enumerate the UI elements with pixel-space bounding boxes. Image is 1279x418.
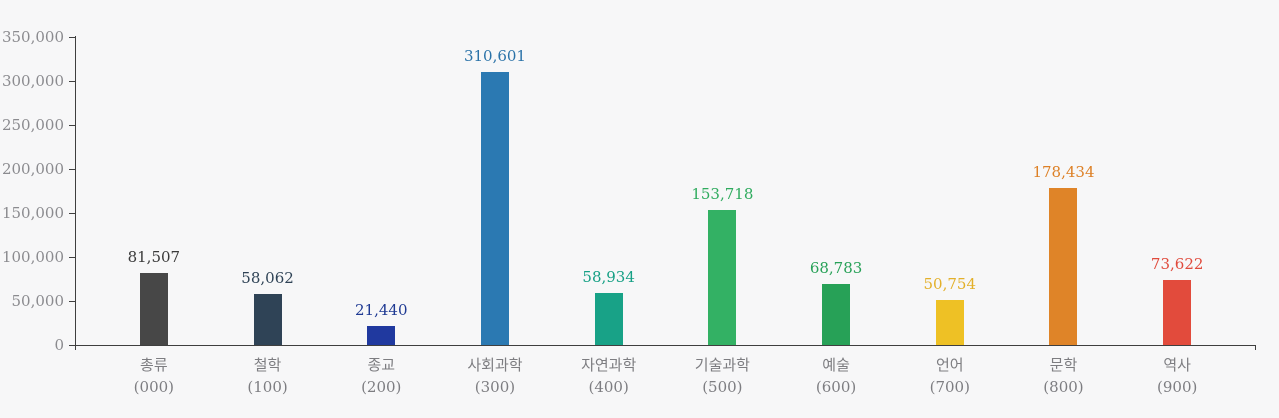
- category-name: 언어: [935, 356, 964, 374]
- y-axis-tick: [69, 256, 75, 258]
- y-axis-tick-label: 300,000: [1, 72, 64, 90]
- bar: [480, 72, 509, 345]
- category-label: 자연과학 (400): [552, 354, 666, 398]
- y-axis-tick: [69, 344, 75, 346]
- y-axis-tick: [69, 36, 75, 38]
- category-label: 예술 (600): [779, 354, 893, 398]
- y-axis-tick: [69, 212, 75, 214]
- category-code: (400): [588, 378, 629, 396]
- bar-slot: 50,754: [893, 275, 1007, 345]
- bar: [1049, 188, 1078, 345]
- bar-value-label: 58,062: [241, 269, 294, 287]
- y-axis-tick-label: 200,000: [1, 160, 64, 178]
- bar-value-label: 153,718: [691, 185, 754, 203]
- bar-value-label: 178,434: [1032, 163, 1095, 181]
- category-name: 문학: [1049, 356, 1078, 374]
- category-name: 예술: [822, 356, 850, 374]
- category-label: 기술과학 (500): [666, 354, 780, 398]
- bar: [708, 210, 737, 345]
- bar-value-label: 310,601: [463, 47, 526, 65]
- bar: [253, 294, 282, 345]
- category-labels-row: 총류 (000) 철학 (100) 종교 (200) 사회과학 (300) 자연…: [75, 354, 1256, 398]
- category-label: 철학 (100): [211, 354, 325, 398]
- category-label: 언어 (700): [893, 354, 1007, 398]
- category-label: 문학 (800): [1007, 354, 1121, 398]
- bar: [935, 300, 964, 345]
- bar-value-label: 81,507: [127, 248, 181, 266]
- y-axis-tick-label: 350,000: [1, 28, 64, 46]
- category-label: 종교 (200): [324, 354, 438, 398]
- y-axis-tick-label: 150,000: [1, 204, 64, 222]
- y-axis-tick-label: 50,000: [11, 292, 65, 310]
- y-axis-tick: [69, 80, 75, 82]
- category-name: 종교: [367, 356, 396, 374]
- category-label: 역사 (900): [1120, 354, 1234, 398]
- bar-value-label: 58,934: [582, 268, 635, 286]
- category-code: (100): [247, 378, 288, 396]
- category-code: (200): [361, 378, 402, 396]
- y-axis-tick-label: 0: [54, 336, 64, 354]
- bar-slot: 178,434: [1007, 163, 1121, 345]
- bar-slot: 73,622: [1120, 255, 1234, 345]
- x-axis-line: [75, 345, 1256, 346]
- y-axis-tick: [69, 168, 75, 170]
- y-axis-tick: [69, 300, 75, 302]
- bar-value-label: 73,622: [1150, 255, 1204, 273]
- category-code: (700): [929, 378, 970, 396]
- category-code: (600): [815, 378, 857, 396]
- bar-value-label: 21,440: [355, 301, 408, 319]
- bar-slot: 81,507: [97, 248, 211, 345]
- category-name: 역사: [1163, 356, 1191, 374]
- category-code: (300): [474, 378, 516, 396]
- y-axis-tick-label: 100,000: [1, 248, 64, 266]
- bar: [139, 273, 168, 345]
- category-label: 사회과학 (300): [438, 354, 552, 398]
- bar-value-label: 68,783: [809, 259, 863, 277]
- category-name: 기술과학: [694, 356, 750, 374]
- y-axis-tick: [69, 124, 75, 126]
- y-axis-line: [75, 36, 76, 350]
- category-name: 자연과학: [581, 356, 637, 374]
- category-code: (000): [133, 378, 175, 396]
- bar-slot: 310,601: [438, 47, 552, 345]
- bar-slot: 153,718: [666, 185, 780, 345]
- bar-slot: 58,062: [211, 269, 325, 345]
- bar-slot: 21,440: [324, 301, 438, 345]
- bar-value-label: 50,754: [923, 275, 977, 293]
- category-code: (500): [702, 378, 743, 396]
- bar-slot: 58,934: [552, 268, 666, 345]
- category-code: (900): [1157, 378, 1198, 396]
- bar: [822, 284, 851, 345]
- category-label: 총류 (000): [97, 354, 211, 398]
- bar: [594, 293, 623, 345]
- category-name: 총류: [140, 356, 168, 374]
- bar: [367, 326, 396, 345]
- y-axis-tick-label: 250,000: [1, 116, 64, 134]
- bars-row: 81,507 58,062 21,440 310,601 58,934 153,…: [75, 37, 1256, 345]
- category-name: 사회과학: [467, 356, 523, 374]
- category-code: (800): [1043, 378, 1084, 396]
- x-axis-end-tick: [1255, 345, 1256, 350]
- category-name: 철학: [253, 356, 282, 374]
- bar: [1163, 280, 1192, 345]
- bar-slot: 68,783: [779, 259, 893, 345]
